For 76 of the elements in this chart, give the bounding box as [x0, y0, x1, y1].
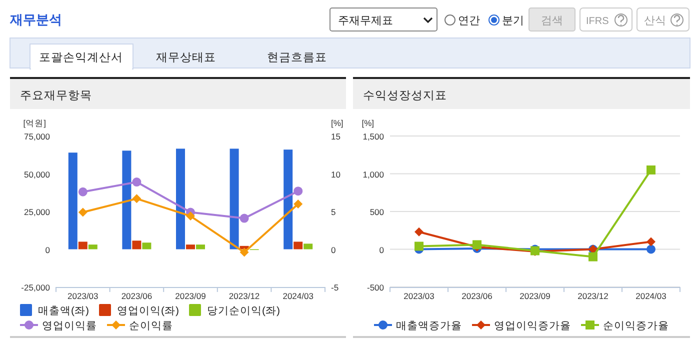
y-tick-label: -500: [366, 282, 384, 292]
x-tick-label: 2023/06: [462, 291, 493, 301]
x-tick-label: 2023/03: [404, 291, 435, 301]
y2-tick-label: -5: [331, 282, 339, 292]
y2-tick-label: 0: [331, 244, 336, 255]
bar: [186, 244, 195, 250]
legend-label: 영업이익증가율: [494, 320, 571, 332]
text: 산식: [644, 15, 666, 27]
y-tick-label: -25,000: [21, 282, 50, 292]
point: [294, 199, 303, 208]
y-tick-label: 0: [45, 244, 50, 255]
bar: [132, 240, 142, 250]
y-axis-title: [억원]: [23, 118, 46, 128]
point: [646, 237, 656, 246]
x-tick-label: 2023/12: [578, 291, 609, 301]
legend-label: 매출액(좌): [38, 305, 89, 317]
y2-tick-label: 5: [331, 207, 336, 217]
y-tick-label: 75,000: [24, 132, 50, 142]
y-tick-label: 50,000: [24, 169, 50, 180]
y2-tick-label: 15: [331, 132, 341, 142]
point: [186, 212, 195, 221]
bar: [68, 152, 78, 250]
point: [132, 178, 142, 187]
bar: [78, 242, 88, 250]
point: [414, 227, 424, 236]
legend-label: 순이익증가율: [603, 320, 669, 332]
x-tick-label: 2023/09: [520, 291, 551, 301]
text: 주재무제표: [338, 15, 393, 27]
bar: [294, 242, 303, 250]
legend-label: 영업이익(좌): [117, 305, 179, 317]
y-tick-label: 25,000: [24, 207, 50, 217]
point: [646, 244, 656, 254]
x-tick-label: 2024/03: [282, 291, 314, 301]
text: 현금흐름표: [267, 52, 327, 64]
text: 포괄손익계산서: [39, 52, 123, 64]
bar: [176, 148, 185, 250]
legend-label: 순이익률: [129, 320, 173, 332]
legend-label: 당기순이익(좌): [207, 305, 280, 317]
point: [132, 194, 142, 204]
y-axis-title: [%]: [362, 118, 374, 128]
point: [240, 214, 249, 223]
y-tick-label: 500: [370, 207, 384, 217]
text: 검색: [541, 15, 563, 27]
bar: [284, 150, 293, 250]
y-tick-label: 1,500: [362, 132, 384, 142]
point: [414, 242, 424, 251]
bar: [304, 244, 313, 250]
x-tick-label: 2023/12: [228, 291, 260, 301]
point: [646, 165, 656, 174]
x-tick-label: 2023/09: [175, 291, 206, 301]
x-tick-label: 2024/03: [636, 291, 667, 301]
bar: [122, 150, 132, 250]
legend-label: 영업이익률: [42, 320, 97, 332]
chart-title: 주요재무항목: [20, 90, 92, 102]
bar: [230, 148, 239, 250]
chart-title: 수익성장성지표: [363, 90, 447, 102]
text: 재무분석: [9, 12, 62, 27]
x-tick-label: 2023/03: [68, 291, 99, 301]
point: [78, 187, 88, 196]
y2-axis-title: [%]: [331, 118, 344, 128]
text: IFRS: [586, 16, 610, 27]
y-tick-label: 0: [379, 244, 384, 255]
point: [294, 186, 303, 196]
bar: [88, 244, 98, 250]
y2-tick-label: 10: [331, 169, 341, 180]
point: [588, 252, 598, 262]
text: 분기: [502, 15, 524, 27]
x-tick-label: 2023/06: [121, 291, 152, 301]
legend-label: 매출액증가율: [396, 320, 462, 332]
bar: [142, 242, 152, 250]
bar: [196, 244, 205, 250]
y-tick-label: 1,000: [362, 169, 384, 180]
point: [78, 208, 88, 217]
text: 연간: [458, 15, 480, 27]
point: [240, 248, 249, 257]
text: 재무상태표: [156, 52, 216, 64]
